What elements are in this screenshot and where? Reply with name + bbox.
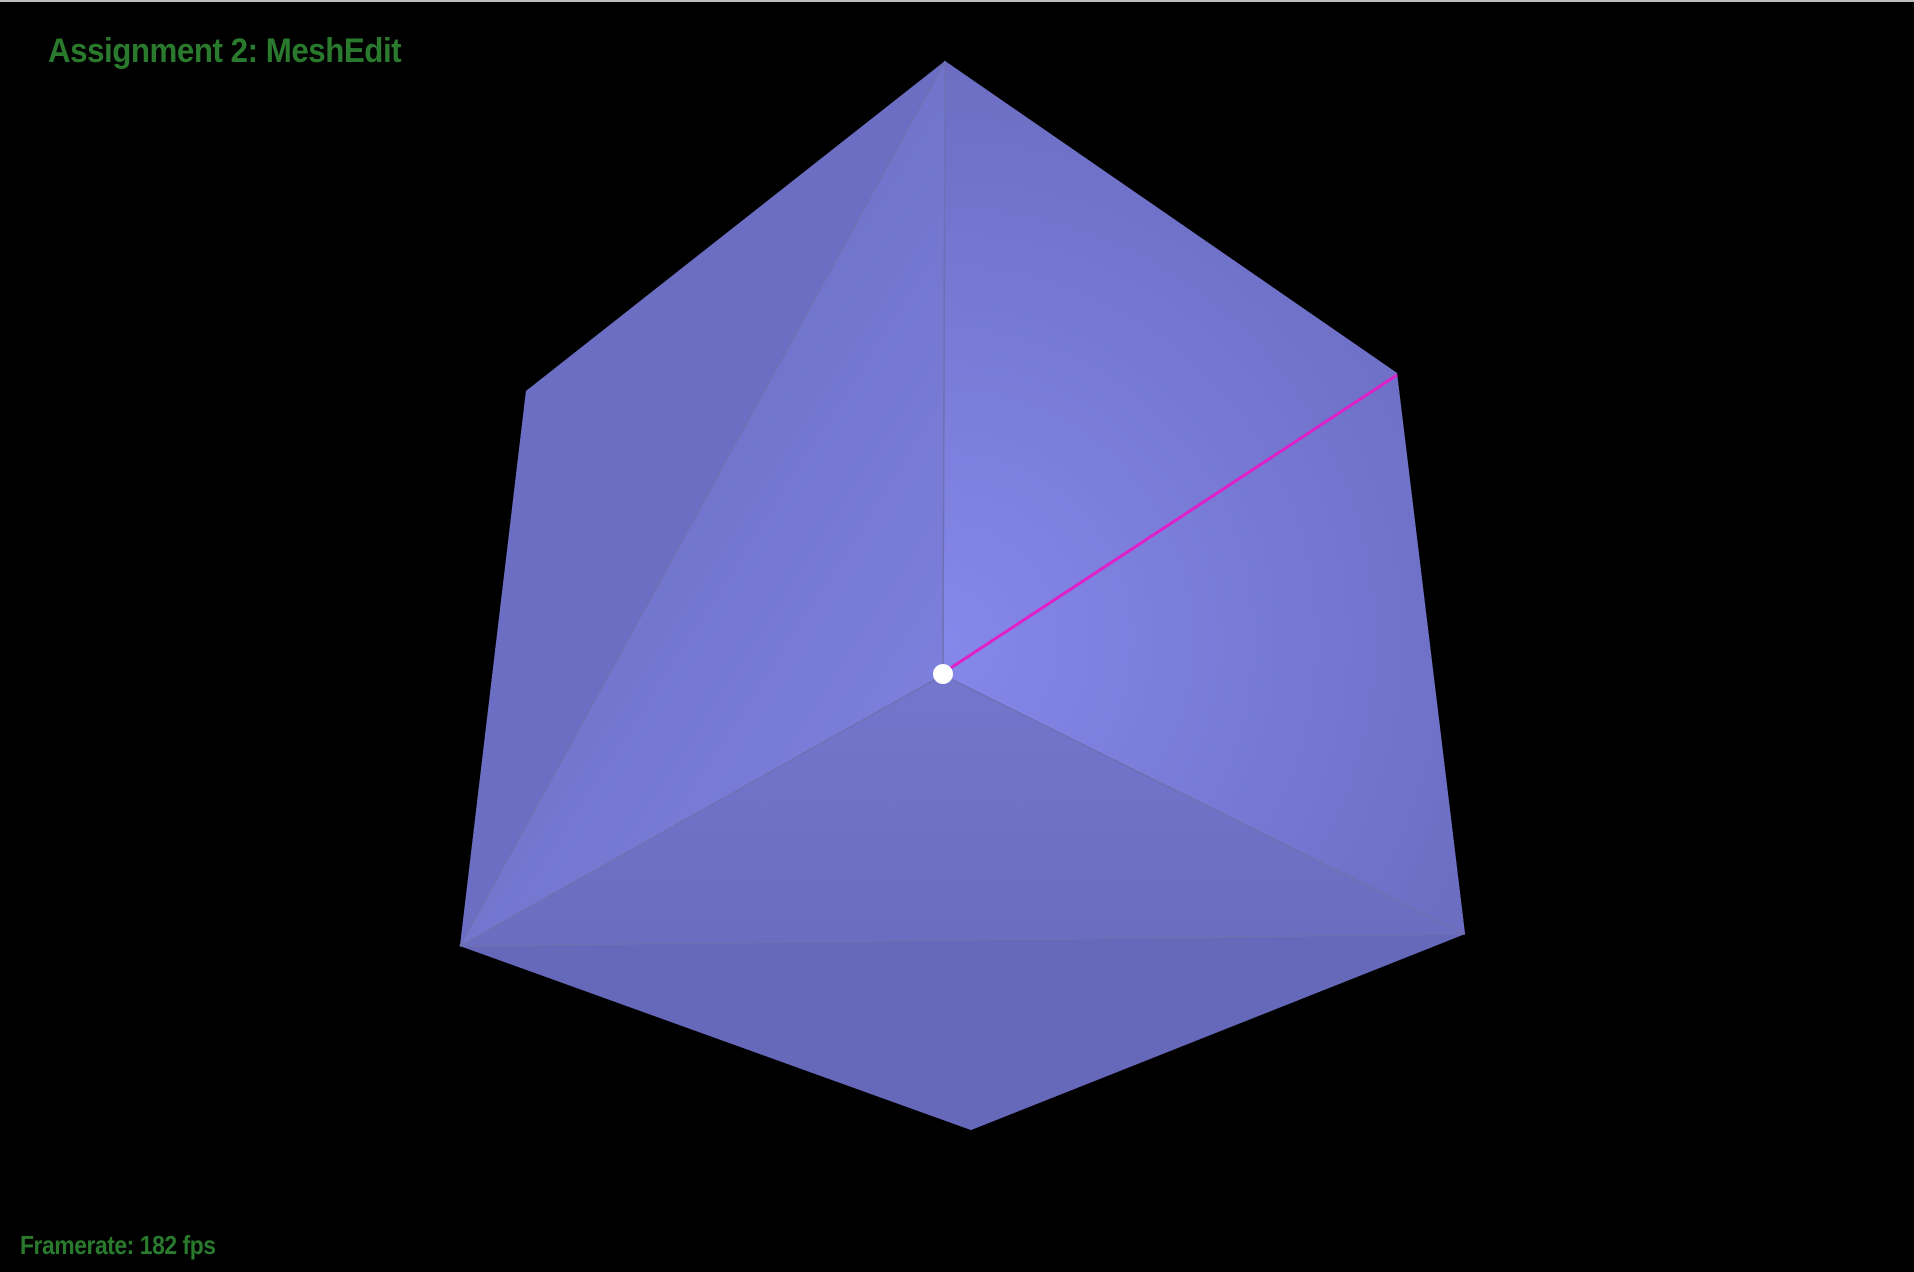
framerate-readout: Framerate: 182 fps <box>20 1230 216 1260</box>
mesh-edges[interactable] <box>459 60 1466 947</box>
mesh-edge[interactable] <box>942 60 946 676</box>
cube-face-bottom-upper[interactable] <box>460 675 1465 946</box>
cube-face-right-lower[interactable] <box>943 373 1465 934</box>
app-title: Assignment 2: MeshEdit <box>48 32 402 70</box>
cube-face-bottom-lower[interactable] <box>460 934 1465 1130</box>
window-top-border <box>0 0 1914 2</box>
mesh-edge[interactable] <box>459 60 946 947</box>
cube-face-right-upper[interactable] <box>943 61 1397 675</box>
selected-edge[interactable] <box>942 373 1398 675</box>
mesh-edge[interactable] <box>942 674 1466 935</box>
selected-vertex[interactable] <box>933 664 953 684</box>
mesh-edge[interactable] <box>459 674 944 947</box>
mesh-edge[interactable] <box>459 933 1466 947</box>
